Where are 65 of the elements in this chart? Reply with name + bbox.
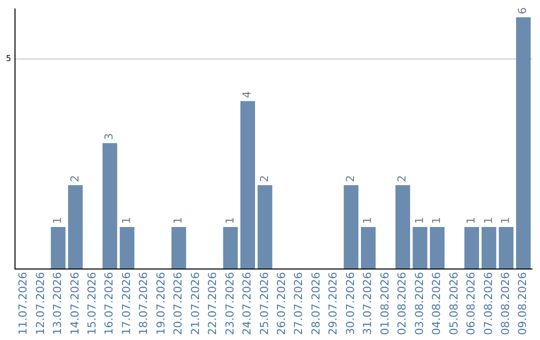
x-tick-label: 23.07.2026 xyxy=(223,272,236,336)
bar xyxy=(120,227,134,269)
x-tick-label: 18.07.2026 xyxy=(137,272,150,336)
data-label: 1 xyxy=(499,217,512,224)
x-tick-label: 25.07.2026 xyxy=(258,272,271,336)
data-label: 2 xyxy=(68,175,82,182)
data-label: 1 xyxy=(172,217,185,224)
bar xyxy=(430,227,445,269)
x-tick-label: 17.07.2026 xyxy=(120,272,133,336)
bar xyxy=(498,227,514,269)
x-tick-label: 06.08.2026 xyxy=(464,272,478,336)
data-label: 2 xyxy=(258,175,271,182)
bar xyxy=(102,143,118,269)
x-tick-label: 21.07.2026 xyxy=(188,272,202,336)
bar xyxy=(360,227,376,269)
data-label: 2 xyxy=(396,175,409,182)
data-label: 1 xyxy=(51,217,64,224)
x-tick-label: 26.07.2026 xyxy=(275,272,288,336)
data-label: 1 xyxy=(223,217,236,224)
data-label: 1 xyxy=(464,217,478,224)
x-tick-label: 20.07.2026 xyxy=(172,272,185,336)
x-tick-label: 24.07.2026 xyxy=(240,272,254,336)
data-label: 1 xyxy=(412,217,426,224)
data-label: 2 xyxy=(344,175,357,182)
data-label: 3 xyxy=(102,133,116,140)
y-tick-label: 5 xyxy=(6,54,12,64)
bar xyxy=(171,227,186,269)
x-tick-label: 14.07.2026 xyxy=(68,272,82,336)
x-tick-label: 08.08.2026 xyxy=(499,272,512,336)
x-tick-label: 29.07.2026 xyxy=(326,272,340,336)
bar xyxy=(464,227,480,269)
bar xyxy=(395,185,410,269)
x-tick-label: 27.07.2026 xyxy=(292,272,306,336)
bar xyxy=(50,227,66,269)
x-tick-label: 07.08.2026 xyxy=(482,272,495,336)
x-tick-label: 01.08.2026 xyxy=(378,272,392,336)
bar xyxy=(482,227,496,269)
data-label: 4 xyxy=(240,91,254,98)
x-tick-label: 19.07.2026 xyxy=(154,272,168,336)
x-tick-label: 05.08.2026 xyxy=(447,272,460,336)
x-tick-label: 16.07.2026 xyxy=(102,272,116,336)
x-tick-label: 28.07.2026 xyxy=(309,272,322,336)
x-tick-label: 12.07.2026 xyxy=(34,272,47,336)
x-tick-label: 02.08.2026 xyxy=(396,272,409,336)
x-tick-label: 11.07.2026 xyxy=(16,272,30,336)
bar xyxy=(223,227,238,269)
data-label: 1 xyxy=(430,217,444,224)
bar xyxy=(68,185,83,269)
data-label: 1 xyxy=(482,217,495,224)
bar xyxy=(258,185,272,269)
x-tick-label: 04.08.2026 xyxy=(430,272,444,336)
bar xyxy=(516,17,531,269)
x-tick-label: 13.07.2026 xyxy=(51,272,64,336)
x-tick-label: 03.08.2026 xyxy=(412,272,426,336)
x-tick-label: 09.08.2026 xyxy=(516,272,530,336)
bar xyxy=(240,101,256,269)
data-label: 1 xyxy=(361,217,374,224)
bar xyxy=(344,185,358,269)
data-label: 6 xyxy=(516,7,530,14)
data-label: 1 xyxy=(120,217,133,224)
x-tick-label: 22.07.2026 xyxy=(206,272,220,336)
bar xyxy=(412,227,428,269)
x-tick-label: 30.07.2026 xyxy=(344,272,357,336)
x-tick-label: 15.07.2026 xyxy=(85,272,98,336)
x-tick-label: 31.07.2026 xyxy=(361,272,374,336)
